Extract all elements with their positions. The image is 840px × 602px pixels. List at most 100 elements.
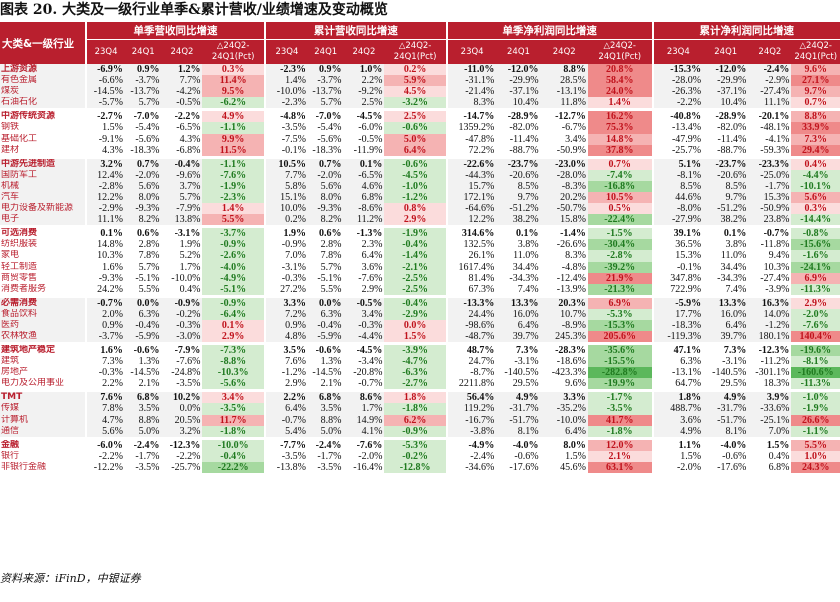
industry-row: 电力设备及新能源 -2.9% -9.3% -7.9% 1.4% 10.0% -9.3% -8.… — [0, 203, 840, 215]
value-cell: 0.1% — [343, 155, 385, 170]
value-cell: 1.2% — [161, 64, 203, 76]
value-cell: -2.3% — [263, 64, 308, 76]
value-cell: -3.7% — [85, 331, 125, 344]
change-cell: -4.4% — [791, 169, 840, 181]
value-cell: -0.4% — [124, 319, 162, 332]
value-cell: 11.8% — [540, 97, 588, 110]
change-cell: 2.1% — [587, 450, 653, 462]
change-cell: -30.4% — [587, 239, 653, 251]
change-cell: -8.1% — [791, 356, 840, 368]
change-header-top: △24Q2- — [799, 41, 832, 51]
sector-row: 中游传统资源 -2.7% -7.0% -2.2% 4.9% -4.8% -7.0% -4.5%… — [0, 108, 840, 123]
change-cell: -0.4% — [202, 450, 265, 462]
change-cell: -160.6% — [791, 367, 840, 379]
value-cell: 132.5% — [445, 239, 497, 251]
change-cell: 0.5% — [587, 203, 653, 215]
value-cell: -59.3% — [748, 144, 792, 158]
value-cell: 7.8% — [124, 250, 162, 262]
value-cell: 2.2% — [343, 75, 385, 87]
change-cell: -1.8% — [202, 425, 265, 439]
industry-row: 非银行金融 -12.2% -3.5% -25.7% -22.2% -13.8% -3.5% -… — [0, 461, 840, 473]
value-cell: 1.3% — [124, 356, 162, 368]
change-header-top: △24Q2- — [398, 41, 432, 51]
value-cell: 2.8% — [124, 239, 162, 251]
change-cell: 0.3% — [202, 64, 265, 76]
value-cell: 44.6% — [651, 191, 704, 204]
value-cell: 2.0% — [85, 308, 125, 320]
value-cell: 5.8% — [263, 180, 308, 192]
value-cell: -7.0% — [124, 108, 162, 123]
value-cell: -0.3% — [85, 367, 125, 379]
value-cell: -88.7% — [703, 144, 749, 158]
value-cell: 6.4% — [540, 425, 588, 439]
value-cell: -1.7% — [307, 450, 344, 462]
value-cell: -3.7% — [124, 75, 162, 87]
value-cell: -2.9% — [748, 75, 792, 87]
value-cell: -25.0% — [748, 169, 792, 181]
value-cell: 8.8% — [124, 414, 162, 426]
value-cell: -0.2% — [161, 308, 203, 320]
value-cell: 47.1% — [651, 342, 704, 357]
sector-row: TMT 7.6% 6.8% 10.2% 3.4% 2.2% 6.8% 8.6% 1.8% 56.4… — [0, 389, 840, 404]
value-cell: -33.6% — [748, 403, 792, 415]
sector-row: 建筑地产稳定 1.6% -0.6% -7.9% -7.3% 3.5% -0.6% -4.5% -… — [0, 342, 840, 357]
value-cell: -5.7% — [85, 97, 125, 110]
value-cell: 1.4% — [263, 75, 308, 87]
change-cell: -1.1% — [202, 155, 265, 170]
change-cell: 37.8% — [587, 144, 653, 158]
change-cell: -6.3% — [384, 367, 447, 379]
group-header: 单季净利润同比增速 — [445, 22, 653, 40]
value-cell: 10.3% — [748, 261, 792, 273]
value-cell: 1.7% — [161, 261, 203, 273]
change-cell: -1.2% — [384, 191, 447, 204]
value-cell: 24.2% — [85, 283, 125, 297]
value-cell: 1.8% — [651, 389, 704, 404]
industry-row: 煤炭 -14.5% -13.7% -4.2% 9.5% -10.0% -13.7% -9.2%… — [0, 86, 840, 98]
value-cell: -11.0% — [445, 64, 497, 76]
value-cell: -98.6% — [445, 319, 497, 332]
industry-row: 房地产 -0.3% -14.5% -24.8% -10.3% -1.2% -14.5% -20… — [0, 367, 840, 379]
industry-row: 商贸零售 -9.3% -5.1% -10.0% -4.9% -0.3% -5.1% -7.6%… — [0, 272, 840, 284]
value-cell: 4.7% — [85, 414, 125, 426]
value-cell: 6.8% — [748, 461, 792, 473]
value-cell: -4.9% — [445, 436, 497, 451]
change-cell: -2.1% — [384, 261, 447, 273]
change-cell: 1.4% — [202, 203, 265, 215]
change-cell: 2.9% — [384, 214, 447, 227]
value-cell: 67.3% — [445, 283, 497, 297]
change-header: △24Q2- 24Q1(Pct) — [384, 39, 447, 64]
change-cell: -0.6% — [384, 155, 447, 170]
value-cell: 119.2% — [445, 403, 497, 415]
industry-row: 轻工制造 1.6% 5.7% 1.7% -4.0% -3.1% 5.7% 3.6% -2.1% 1… — [0, 261, 840, 273]
change-cell: 2.5% — [384, 108, 447, 123]
value-cell: -3.5% — [161, 378, 203, 391]
period-header: 23Q4 — [651, 39, 704, 64]
value-cell: 72.2% — [445, 144, 497, 158]
value-cell: 0.6% — [124, 225, 162, 240]
row-label: 食品饮料 — [0, 308, 87, 320]
change-cell: 5.6% — [791, 191, 840, 204]
change-cell: -22.2% — [202, 461, 265, 473]
value-cell: -18.6% — [540, 356, 588, 368]
value-cell: 1.9% — [161, 239, 203, 251]
value-cell: -50.9% — [748, 203, 792, 215]
value-cell: 3.2% — [85, 155, 125, 170]
industry-row: 食品饮料 2.0% 6.3% -0.2% -6.4% 7.2% 6.3% 3.4% -2.9% 2… — [0, 308, 840, 320]
value-cell: 14.0% — [748, 308, 792, 320]
value-cell: 7.3% — [85, 356, 125, 368]
value-cell: -140.5% — [496, 367, 541, 379]
change-header-bottom: 24Q1(Pct) — [393, 52, 437, 62]
value-cell: 8.0% — [124, 191, 162, 204]
value-cell: 6.4% — [343, 250, 385, 262]
value-cell: -4.0% — [496, 436, 541, 451]
value-cell: -3.1% — [161, 225, 203, 240]
row-label: 建筑地产稳定 — [0, 342, 87, 357]
value-cell: -64.6% — [445, 203, 497, 215]
period-header: 23Q4 — [445, 39, 497, 64]
sector-row: 必需消费 -0.7% 0.0% -0.9% -0.9% 3.3% 0.0% -0.5% -0.4… — [0, 294, 840, 309]
change-cell: 4.5% — [384, 86, 447, 98]
value-cell: -9.2% — [343, 86, 385, 98]
change-cell: -4.0% — [202, 261, 265, 273]
value-cell: -7.7% — [263, 436, 308, 451]
value-cell: 11.0% — [496, 250, 541, 262]
